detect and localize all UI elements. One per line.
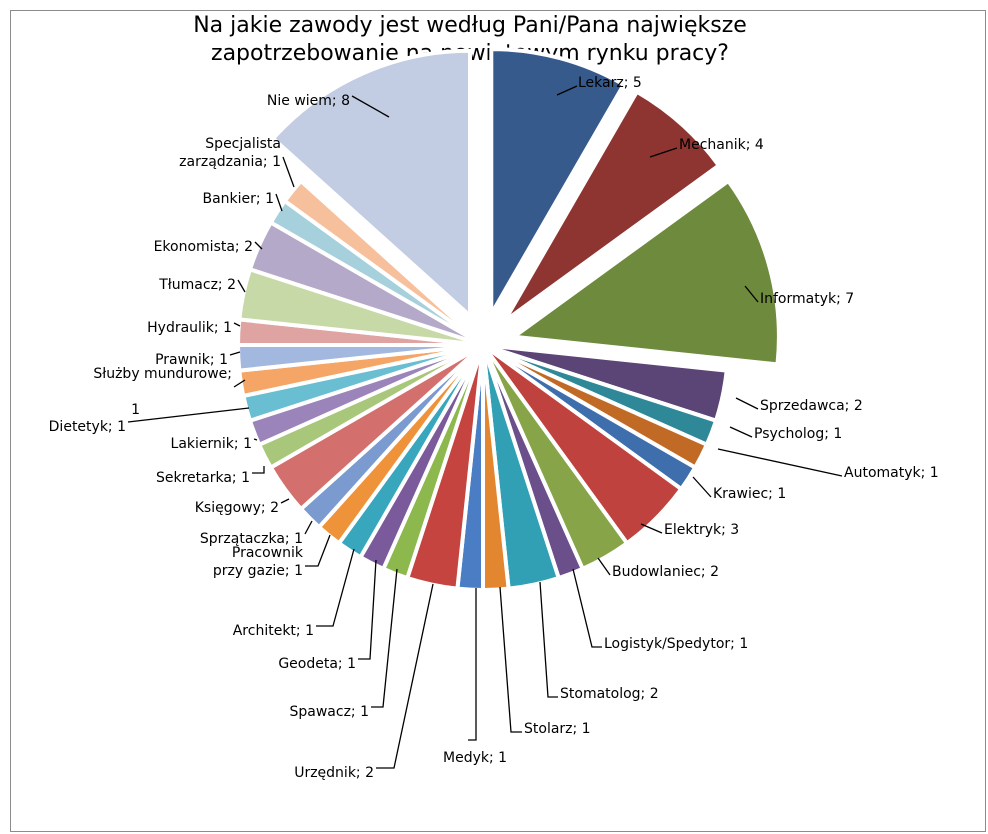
leader-line <box>640 523 663 534</box>
leader-line <box>468 588 477 741</box>
leader-line <box>304 520 313 535</box>
data-label: Bankier; 1 <box>203 191 275 207</box>
data-label: Medyk; 1 <box>443 750 507 766</box>
data-label: Psycholog; 1 <box>754 426 842 442</box>
data-label: przy gazie; 1 <box>213 563 303 579</box>
leader-line <box>237 279 246 293</box>
pie-slice-lekarz <box>489 47 626 317</box>
leader-line <box>275 193 283 212</box>
leader-line <box>280 498 290 504</box>
data-label: Architekt; 1 <box>233 623 314 639</box>
data-label: Geodeta; 1 <box>278 656 356 672</box>
data-label: Spawacz; 1 <box>289 704 369 720</box>
data-label: Tłumacz; 2 <box>158 277 236 293</box>
data-label: Sprzedawca; 2 <box>760 398 863 414</box>
pie-slice-nie-wiem <box>271 48 472 318</box>
leader-line <box>305 534 331 567</box>
leader-line <box>253 438 258 441</box>
data-label: Służby mundurowe; <box>93 366 232 382</box>
leader-line <box>729 426 753 438</box>
leader-line <box>692 476 712 498</box>
leader-line <box>556 85 578 96</box>
leader-line <box>233 322 241 327</box>
leader-line <box>597 557 611 576</box>
data-label: Prawnik; 1 <box>155 352 228 368</box>
leader-line <box>351 95 390 118</box>
leader-line <box>371 568 398 708</box>
leader-line <box>282 156 295 188</box>
leader-line <box>572 568 602 648</box>
pie-slice-mechanik <box>502 89 721 324</box>
leader-line <box>649 147 678 158</box>
data-label: 1 <box>131 402 140 418</box>
data-label: Logistyk/Spedytor; 1 <box>604 636 748 652</box>
leader-line <box>735 397 759 410</box>
data-label: Nie wiem; 8 <box>267 93 350 109</box>
pie-slice-informatyk <box>511 178 781 367</box>
leader-line <box>744 285 759 303</box>
data-label: Budowlaniec; 2 <box>612 564 719 580</box>
data-label: Stolarz; 1 <box>524 721 591 737</box>
data-label: Ekonomista; 2 <box>154 239 253 255</box>
data-label: Dietetyk; 1 <box>49 419 126 435</box>
leader-line <box>499 586 522 733</box>
data-label: Sekretarka; 1 <box>156 470 250 486</box>
data-label: Informatyk; 7 <box>760 291 854 307</box>
data-label: Specjalista <box>205 136 281 152</box>
slice-labels: Lekarz; 5 Mechanik; 4 Informatyk; 7 Sprzeda… <box>49 75 939 781</box>
leader-lines <box>127 85 843 769</box>
leader-line <box>717 448 843 477</box>
leader-line <box>254 241 263 250</box>
data-label: Lakiernik; 1 <box>171 436 252 452</box>
data-label: zarządzania; 1 <box>179 154 281 170</box>
data-label: Pracownik <box>232 545 304 561</box>
data-label: Księgowy; 2 <box>195 500 279 516</box>
data-label: Urzędnik; 2 <box>294 765 374 781</box>
data-label: Automatyk; 1 <box>844 465 939 481</box>
leader-line <box>229 351 241 356</box>
leader-line <box>358 559 377 660</box>
data-label: Elektryk; 3 <box>664 522 739 538</box>
data-label: Stomatolog; 2 <box>560 686 659 702</box>
leader-line <box>252 466 265 474</box>
chart-title-line-1: Na jakie zawody jest według Pani/Pana na… <box>193 13 747 38</box>
data-label: Lekarz; 5 <box>578 75 642 91</box>
leader-line <box>539 581 558 698</box>
leader-line <box>376 583 434 769</box>
data-label: Mechanik; 4 <box>679 137 764 153</box>
data-label: Hydraulik; 1 <box>147 320 232 336</box>
pie-slices <box>235 47 781 593</box>
pie-slice-specjalista-zarządzania <box>282 179 485 347</box>
leader-line <box>233 379 246 388</box>
leader-line <box>127 407 250 423</box>
data-label: Sprzątaczka; 1 <box>200 531 303 547</box>
leader-line <box>316 548 355 627</box>
data-label: Krawiec; 1 <box>713 486 786 502</box>
